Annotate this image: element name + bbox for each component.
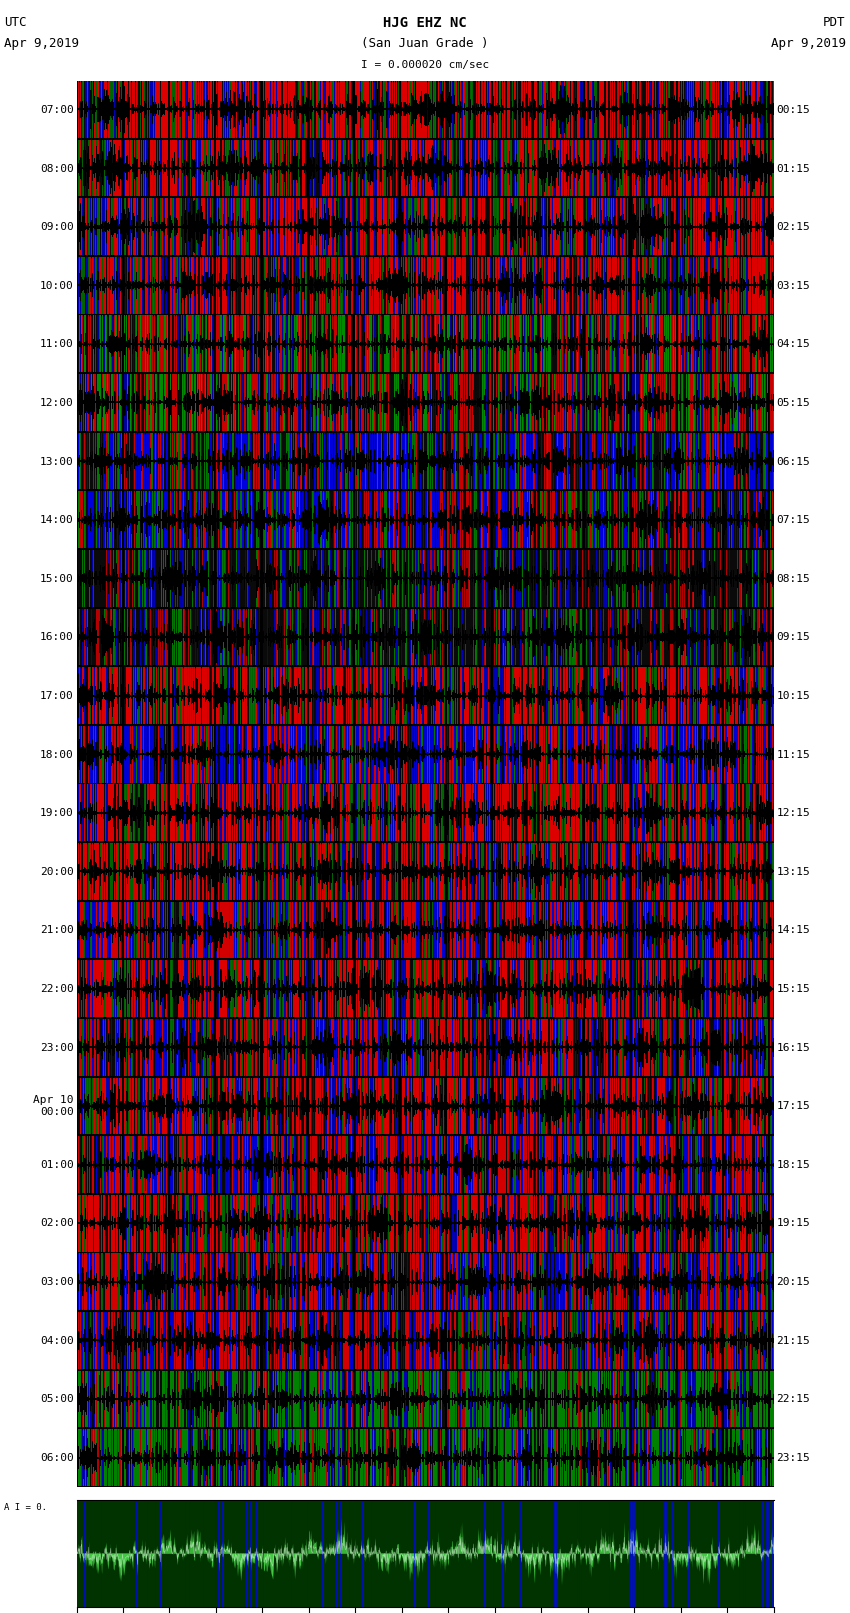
Text: Apr 9,2019: Apr 9,2019 bbox=[4, 37, 79, 50]
Text: UTC: UTC bbox=[4, 16, 26, 29]
Text: I = 0.000020 cm/sec: I = 0.000020 cm/sec bbox=[361, 60, 489, 69]
Text: HJG EHZ NC: HJG EHZ NC bbox=[383, 16, 467, 31]
Text: Apr 9,2019: Apr 9,2019 bbox=[771, 37, 846, 50]
Text: (San Juan Grade ): (San Juan Grade ) bbox=[361, 37, 489, 50]
Text: PDT: PDT bbox=[824, 16, 846, 29]
Text: A I = 0.: A I = 0. bbox=[4, 1503, 48, 1513]
